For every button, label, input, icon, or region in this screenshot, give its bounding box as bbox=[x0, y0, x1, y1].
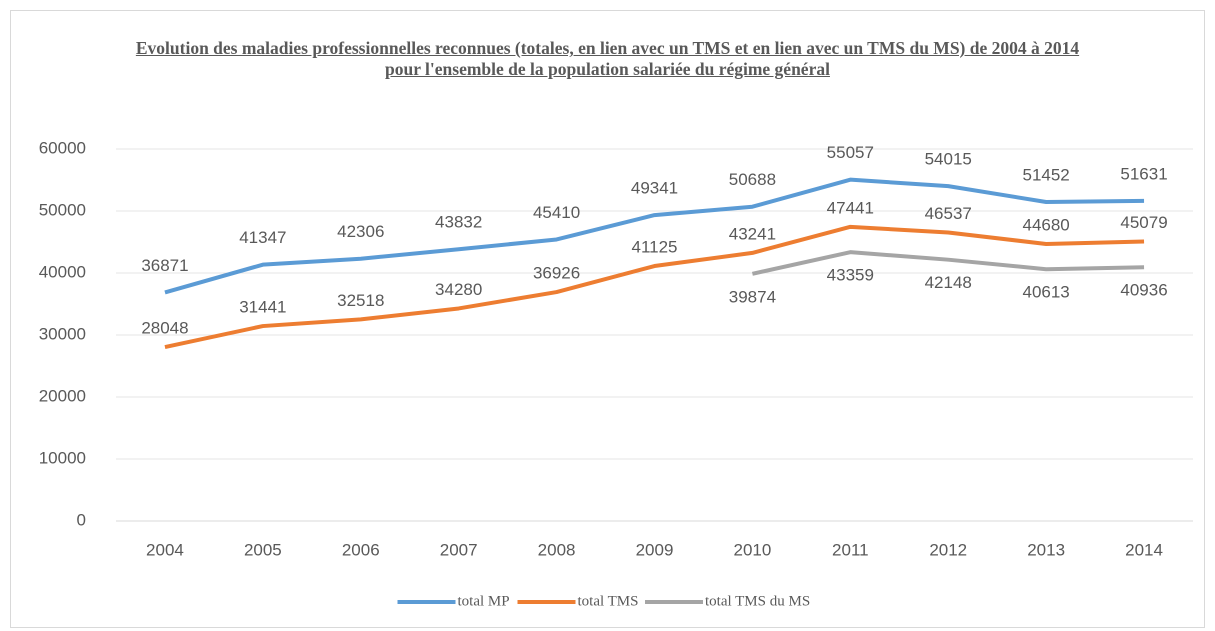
data-label: 55057 bbox=[827, 143, 874, 162]
data-label: 46537 bbox=[925, 204, 972, 223]
data-label: 36926 bbox=[533, 264, 580, 283]
y-tick-label: 30000 bbox=[39, 324, 86, 343]
data-label: 43241 bbox=[729, 224, 776, 243]
legend-label: total TMS du MS bbox=[705, 593, 810, 609]
line bbox=[164, 177, 1145, 295]
x-tick-label: 2004 bbox=[146, 540, 184, 559]
x-tick-label: 2009 bbox=[636, 540, 674, 559]
data-label: 50688 bbox=[729, 170, 776, 189]
data-label: 44680 bbox=[1022, 215, 1069, 234]
y-tick-label: 10000 bbox=[39, 448, 86, 467]
x-tick-label: 2006 bbox=[342, 540, 380, 559]
chart-border bbox=[10, 10, 1205, 628]
data-label: 47441 bbox=[827, 198, 874, 217]
data-label: 54015 bbox=[925, 150, 972, 169]
data-label: 36871 bbox=[141, 256, 188, 275]
data-label: 41125 bbox=[631, 238, 677, 257]
data-label: 51452 bbox=[1022, 165, 1069, 184]
legend-label: total MP bbox=[458, 593, 510, 609]
data-label: 32518 bbox=[337, 291, 384, 310]
x-tick-label: 2014 bbox=[1125, 540, 1163, 559]
data-label: 43359 bbox=[827, 266, 874, 285]
x-tick-label: 2005 bbox=[244, 540, 282, 559]
x-tick-label: 2012 bbox=[929, 540, 967, 559]
data-label: 41347 bbox=[239, 228, 286, 247]
data-label: 49341 bbox=[631, 179, 678, 198]
data-label: 42306 bbox=[337, 222, 384, 241]
y-tick-label: 20000 bbox=[39, 386, 86, 405]
chart-title: Evolution des maladies professionnelles … bbox=[135, 38, 1080, 79]
x-tick-label: 2010 bbox=[733, 540, 771, 559]
y-tick-label: 60000 bbox=[39, 138, 86, 157]
data-label: 51631 bbox=[1120, 164, 1167, 183]
legend-label: total TMS bbox=[578, 593, 639, 609]
data-label: 45410 bbox=[533, 203, 580, 222]
x-tick-label: 2011 bbox=[832, 540, 869, 559]
data-label: 42148 bbox=[925, 273, 972, 292]
data-label: 43832 bbox=[435, 213, 482, 232]
line bbox=[164, 224, 1145, 350]
x-tick-label: 2008 bbox=[538, 540, 576, 559]
data-label: 34280 bbox=[435, 280, 482, 299]
line bbox=[751, 250, 1145, 276]
data-label: 28048 bbox=[141, 319, 188, 338]
y-tick-label: 50000 bbox=[39, 200, 86, 219]
y-tick-label: 40000 bbox=[39, 262, 86, 281]
y-tick-label: 0 bbox=[77, 510, 86, 529]
data-label: 39874 bbox=[729, 287, 776, 306]
data-label: 40936 bbox=[1120, 281, 1167, 300]
x-tick-label: 2007 bbox=[440, 540, 478, 559]
data-label: 40613 bbox=[1022, 283, 1069, 302]
x-tick-label: 2013 bbox=[1027, 540, 1065, 559]
data-label: 45079 bbox=[1120, 213, 1167, 232]
data-label: 31441 bbox=[239, 298, 286, 317]
